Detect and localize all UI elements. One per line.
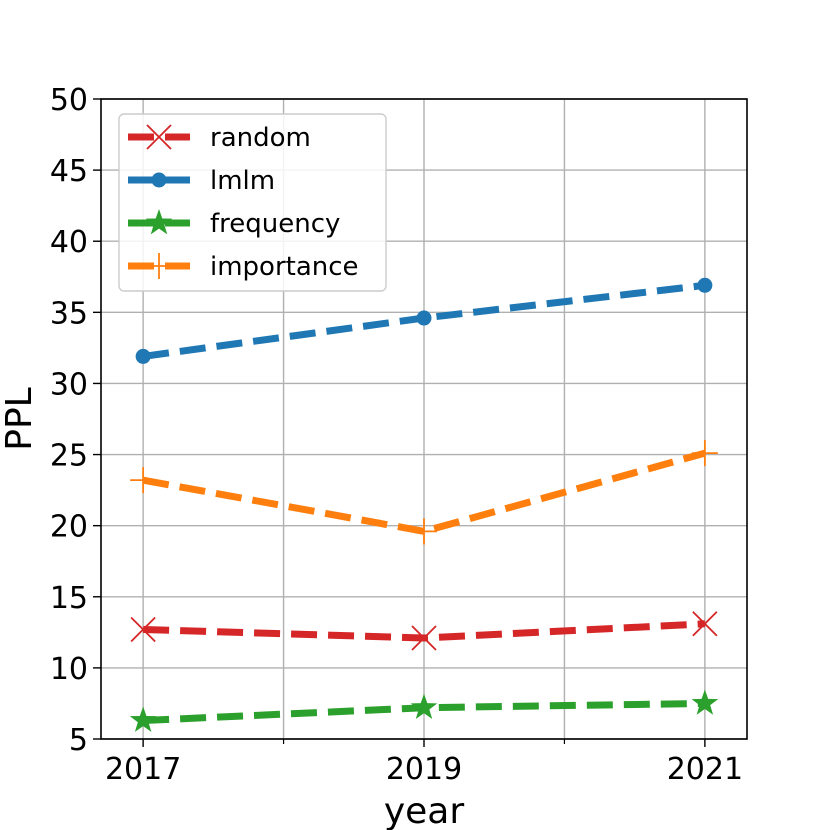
data-point-importance	[691, 440, 718, 467]
data-point-lmlm	[135, 348, 151, 364]
legend-label-importance: importance	[210, 252, 359, 282]
legend-marker-lmlm	[151, 172, 167, 188]
x-axis-label: year	[384, 791, 465, 830]
series-line-importance	[142, 449, 706, 535]
y-tick-label: 50	[50, 83, 88, 118]
y-tick-label: 25	[50, 439, 88, 474]
y-tick-label: 15	[50, 581, 88, 616]
series-frequency	[129, 689, 719, 732]
series-random	[130, 611, 718, 651]
y-tick-label: 45	[50, 154, 88, 189]
legend-entry-importance: importance	[128, 252, 359, 282]
data-point-random	[130, 616, 156, 643]
data-point-importance	[411, 518, 437, 545]
x-tick-label: 2019	[386, 752, 462, 787]
y-tick-label: 5	[69, 723, 88, 758]
y-axis-label: PPL	[0, 387, 40, 450]
y-tick-label: 10	[50, 652, 88, 687]
data-point-frequency	[691, 689, 719, 715]
legend-box	[118, 113, 387, 292]
x-tick-label: 2021	[667, 752, 743, 787]
data-point-random	[692, 611, 718, 637]
legend-marker-importance	[146, 253, 172, 279]
legend-label-random: random	[210, 123, 311, 153]
legend-label-frequency: frequency	[210, 209, 340, 239]
x-tick-label: 2017	[105, 752, 181, 787]
series-importance	[130, 440, 718, 545]
y-tick-label: 20	[50, 510, 88, 545]
series-lmlm	[135, 277, 713, 364]
legend-marker-random	[146, 124, 172, 150]
data-point-frequency	[129, 706, 157, 732]
legend-marker-frequency	[145, 209, 173, 235]
legend-entry-lmlm: lmlm	[128, 166, 275, 196]
legend-label-lmlm: lmlm	[210, 166, 275, 196]
axis-ticks: 5 10 15 20 25 30 35 40 45 50 2017 2019 2021	[50, 83, 743, 787]
data-point-random	[411, 625, 437, 651]
legend-entry-frequency: frequency	[128, 209, 340, 239]
y-tick-label: 35	[50, 296, 88, 331]
y-tick-label: 30	[50, 367, 88, 402]
data-point-lmlm	[697, 277, 713, 293]
data-point-importance	[130, 467, 157, 494]
legend-entry-random: random	[128, 123, 311, 153]
data-point-lmlm	[416, 310, 432, 326]
y-tick-label: 40	[50, 225, 88, 260]
legend: random lmlm frequency importance	[118, 113, 387, 292]
data-point-frequency	[410, 693, 438, 720]
series-layer	[129, 277, 719, 732]
